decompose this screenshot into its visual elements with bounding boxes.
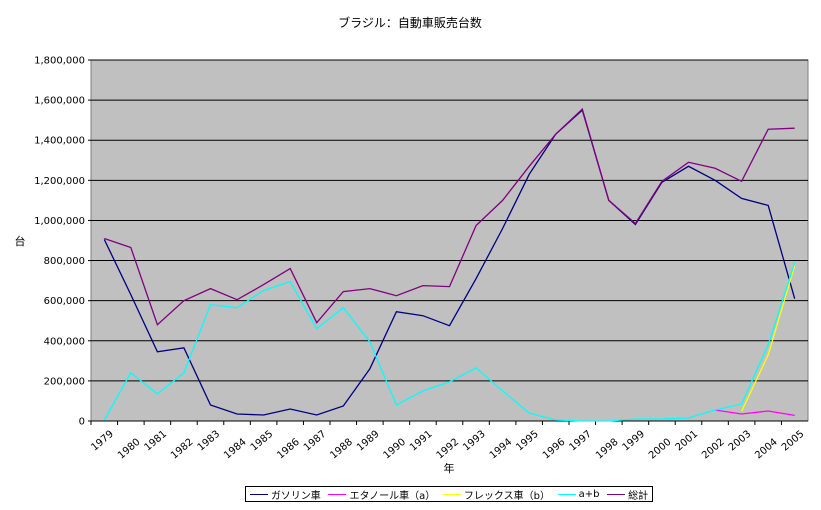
x-tick-label: 1984 [222,437,249,462]
y-tick-label: 1,600,000 [34,96,85,107]
series-line-4 [104,107,795,326]
legend-item-ethanol: エタノール車（a） [328,487,435,502]
x-tick-label: 1993 [461,429,488,454]
series-line-0 [103,108,796,416]
x-axis-label: 年 [444,461,455,475]
x-tick-label: 2002 [700,437,727,462]
y-tick-label: 400,000 [44,336,85,347]
legend-label-gasoline: ガソリン車 [270,490,321,502]
x-tick-label: 1990 [381,437,408,462]
x-tick-label: 1997 [567,429,594,454]
y-tick-label: 1,000,000 [34,216,85,227]
legend-item-total: 総計 [607,487,648,502]
y-axis-label: 台 [15,234,26,248]
series-line-1 [715,409,795,417]
legend-swatch-total [607,493,626,495]
legend-swatch-flex [442,493,461,495]
legend-swatch-gasoline [249,493,268,495]
chart-legend: ガソリン車 エタノール車（a） フレックス車（b） a+b 総計 [245,486,653,502]
x-tick-label: 1980 [116,437,143,462]
x-tick-label: 1988 [328,437,355,462]
x-tick-label: 2003 [727,429,754,454]
x-tick-label: 1985 [249,429,276,454]
legend-item-a-plus-b: a+b [557,488,600,500]
x-tick-label: 2001 [674,429,701,454]
x-tick-label: 1998 [594,437,621,462]
y-tick-label: 0 [79,417,85,428]
series-lines [103,107,796,422]
legend-label-flex: フレックス車（b） [463,490,550,502]
x-tick-label: 1983 [196,429,223,454]
legend-label-ethanol: エタノール車（a） [349,490,436,502]
gridlines [91,59,808,422]
y-tick-label: 600,000 [44,296,85,307]
y-tick-label: 1,800,000 [34,56,85,67]
x-tick-label: 1979 [89,429,116,454]
x-tick-label: 1991 [408,429,435,454]
chart-title: ブラジル：自動車販売台数 [338,15,482,30]
y-tick-label: 200,000 [44,376,85,387]
x-tick-label: 1987 [302,429,329,454]
legend-label-a-plus-b: a+b [578,488,600,500]
x-tick-label: 2005 [780,429,807,454]
x-tick-label: 2000 [647,437,674,462]
legend-item-gasoline: ガソリン車 [249,487,321,502]
x-tick-label: 1986 [275,437,302,462]
x-tick-label: 1994 [488,437,515,462]
legend-swatch-ethanol [328,493,347,495]
series-line-2 [741,265,796,412]
legend-swatch-a-plus-b [557,493,576,495]
x-tick-label: 2004 [753,437,780,462]
y-tick-label: 800,000 [44,256,85,267]
x-axis-ticks: 1979 1980 1981 1982 1983 1984 1985 1986 1987 1988… [89,421,806,461]
y-tick-label: 1,400,000 [34,136,85,147]
x-tick-label: 1989 [355,429,382,454]
x-tick-label: 1996 [541,437,568,462]
x-tick-label: 1981 [142,429,169,454]
x-tick-label: 1999 [620,429,647,454]
x-tick-label: 1982 [169,437,196,462]
x-tick-label: 1995 [514,429,541,454]
x-tick-label: 1992 [435,437,462,462]
legend-item-flex: フレックス車（b） [442,487,550,502]
y-axis-ticks: 0 200,000 400,000 600,000 800,000 1,000,000 1,… [34,56,91,428]
series-line-3 [103,262,796,422]
y-tick-label: 1,200,000 [34,176,85,187]
plot-area [90,59,809,422]
legend-label-total: 総計 [628,490,649,502]
